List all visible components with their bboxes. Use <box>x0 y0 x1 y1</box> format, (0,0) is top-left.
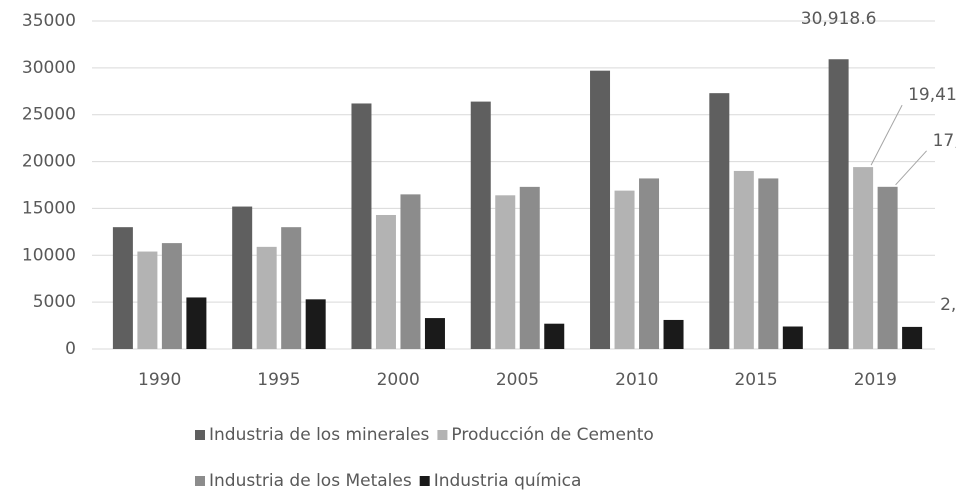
legend-label: Industria de los minerales <box>209 425 430 445</box>
leader-line <box>870 104 903 166</box>
data-label: 2,357.8 <box>940 295 956 315</box>
bar <box>232 206 253 349</box>
bar <box>828 59 849 350</box>
bar <box>161 243 182 349</box>
bar <box>639 178 660 349</box>
legend-swatch <box>195 430 205 440</box>
y-tick-label: 0 <box>65 339 76 359</box>
y-tick-label: 5000 <box>33 292 76 312</box>
leader-line <box>895 150 927 186</box>
legend-label: Industria de los Metales <box>209 471 412 491</box>
legend-swatch <box>437 430 448 440</box>
y-tick-label: 15000 <box>22 198 76 218</box>
data-label: 30,918.6 <box>801 9 877 29</box>
bar <box>256 246 277 349</box>
x-tick-label: 2010 <box>615 370 658 390</box>
bar <box>186 297 207 349</box>
legend-label: Industria química <box>434 471 582 491</box>
bar <box>590 70 611 349</box>
bar <box>902 326 923 349</box>
x-tick-label: 2005 <box>496 370 539 390</box>
legend-swatch <box>195 476 205 486</box>
bar <box>375 214 396 349</box>
bar <box>470 101 491 349</box>
data-label: 17,306 <box>933 131 956 151</box>
bar <box>305 299 326 349</box>
y-tick-label: 30000 <box>22 58 76 78</box>
bar <box>424 318 445 349</box>
bar <box>137 251 158 349</box>
bar <box>733 170 754 349</box>
bar <box>495 195 516 349</box>
x-tick-label: 2019 <box>854 370 897 390</box>
bar <box>782 326 803 349</box>
bar <box>519 186 540 349</box>
bar <box>400 194 421 349</box>
data-label: 19,411.1 <box>908 85 956 105</box>
bar <box>614 190 635 349</box>
bar <box>758 178 779 349</box>
bar <box>663 319 684 349</box>
bar <box>281 227 302 349</box>
legend-swatch <box>419 476 430 486</box>
bar <box>877 186 898 349</box>
x-tick-label: 2000 <box>377 370 420 390</box>
bar <box>853 167 874 349</box>
bar <box>544 323 565 349</box>
x-tick-label: 1990 <box>138 370 181 390</box>
y-tick-label: 35000 <box>22 11 76 31</box>
legend-label: Producción de Cemento <box>451 425 653 445</box>
x-tick-label: 1995 <box>257 370 300 390</box>
y-tick-label: 20000 <box>22 152 76 172</box>
y-tick-label: 25000 <box>22 105 76 125</box>
x-tick-label: 2015 <box>734 370 777 390</box>
bar <box>351 103 372 350</box>
bar <box>112 227 133 349</box>
y-tick-label: 10000 <box>22 245 76 265</box>
bar <box>709 93 730 349</box>
